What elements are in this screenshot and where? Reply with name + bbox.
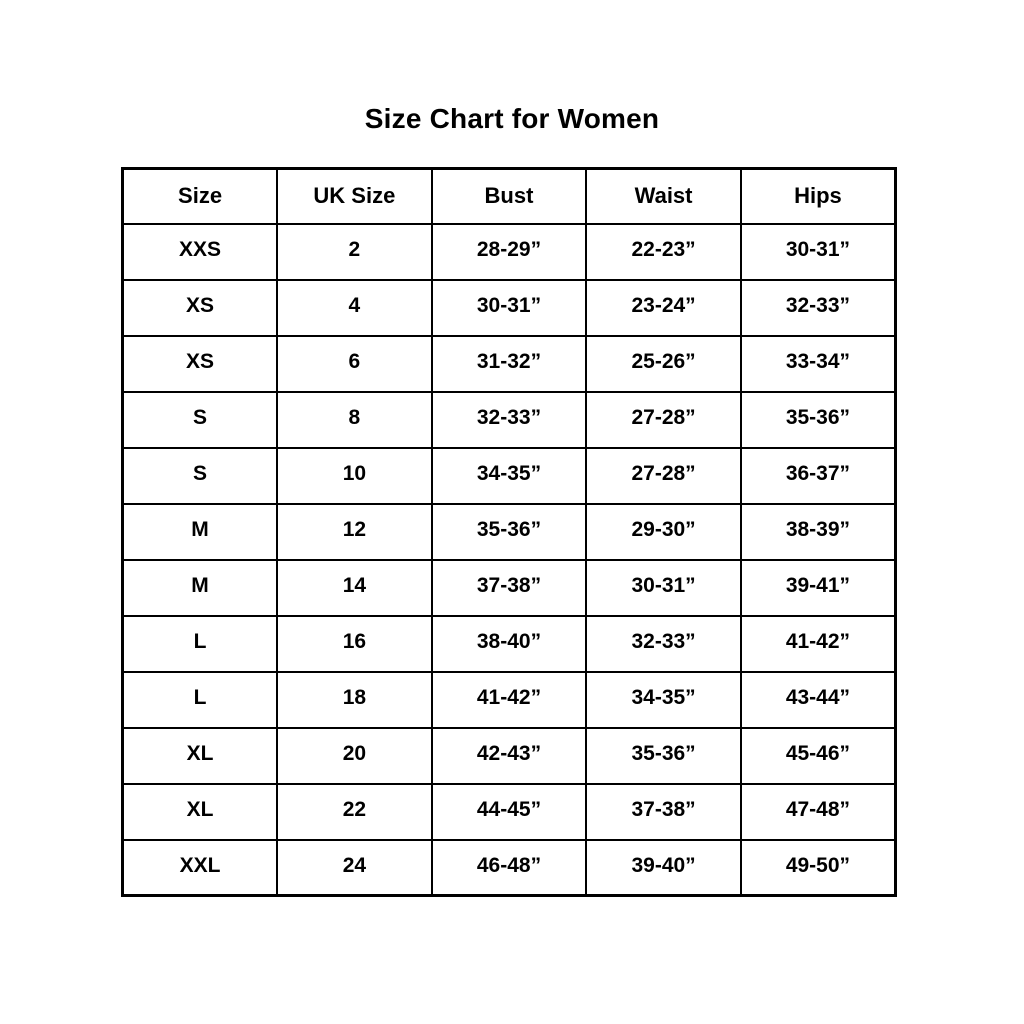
table-cell: 29-30”: [585, 502, 742, 561]
header-row: Size UK Size Bust Waist Hips: [121, 167, 897, 225]
table-cell: 30-31”: [739, 222, 897, 281]
table-cell: 22-23”: [585, 222, 742, 281]
table-cell: XS: [121, 334, 279, 393]
table-cell: 35-36”: [739, 390, 897, 449]
table-cell: L: [121, 614, 279, 673]
table-row: M 14 37-38” 30-31” 39-41”: [121, 558, 897, 617]
table-cell: 47-48”: [739, 782, 897, 841]
table-cell: 31-32”: [430, 334, 588, 393]
table-cell: 32-33”: [739, 278, 897, 337]
table-row: L 18 41-42” 34-35” 43-44”: [121, 670, 897, 729]
table-cell: 20: [276, 726, 433, 785]
table-row: XL 22 44-45” 37-38” 47-48”: [121, 782, 897, 841]
table-cell: 37-38”: [430, 558, 588, 617]
table-cell: 30-31”: [585, 558, 742, 617]
table-cell: 34-35”: [430, 446, 588, 505]
chart-title: Size Chart for Women: [364, 103, 660, 134]
table-cell: 39-40”: [585, 838, 742, 897]
table-row: S 8 32-33” 27-28” 35-36”: [121, 390, 897, 449]
table-cell: 39-41”: [739, 558, 897, 617]
table-cell: 30-31”: [430, 278, 588, 337]
table-body: XXS 2 28-29” 22-23” 30-31” XS 4 30-31” 23-24” 32-…: [121, 222, 897, 897]
table-cell: 46-48”: [430, 838, 588, 897]
table-cell: 35-36”: [585, 726, 742, 785]
table-row: XXL 24 46-48” 39-40” 49-50”: [121, 838, 897, 897]
table-cell: S: [121, 446, 279, 505]
table-cell: M: [121, 558, 279, 617]
table-cell: 44-45”: [430, 782, 588, 841]
table-cell: L: [121, 670, 279, 729]
column-header: Size: [121, 167, 279, 225]
table-cell: 34-35”: [585, 670, 742, 729]
table-cell: 45-46”: [739, 726, 897, 785]
table-cell: XXL: [121, 838, 279, 897]
table-cell: S: [121, 390, 279, 449]
table-cell: 18: [276, 670, 433, 729]
table-cell: XS: [121, 278, 279, 337]
column-header: Hips: [739, 167, 897, 225]
table-cell: XL: [121, 782, 279, 841]
table-cell: XXS: [121, 222, 279, 281]
table-cell: 43-44”: [739, 670, 897, 729]
table-row: XXS 2 28-29” 22-23” 30-31”: [121, 222, 897, 281]
table-cell: 2: [276, 222, 433, 281]
table-cell: 32-33”: [430, 390, 588, 449]
table-cell: 27-28”: [585, 390, 742, 449]
table-cell: 25-26”: [585, 334, 742, 393]
table-row: XL 20 42-43” 35-36” 45-46”: [121, 726, 897, 785]
table-cell: 23-24”: [585, 278, 742, 337]
table-header: Size UK Size Bust Waist Hips: [121, 167, 897, 225]
table-row: L 16 38-40” 32-33” 41-42”: [121, 614, 897, 673]
table-cell: 8: [276, 390, 433, 449]
table-cell: 24: [276, 838, 433, 897]
table-cell: 16: [276, 614, 433, 673]
table-cell: 28-29”: [430, 222, 588, 281]
table-row: XS 6 31-32” 25-26” 33-34”: [121, 334, 897, 393]
column-header: Waist: [585, 167, 742, 225]
table-cell: 37-38”: [585, 782, 742, 841]
table-row: XS 4 30-31” 23-24” 32-33”: [121, 278, 897, 337]
table-cell: 32-33”: [585, 614, 742, 673]
column-header: Bust: [430, 167, 588, 225]
table-cell: 22: [276, 782, 433, 841]
table-cell: 41-42”: [430, 670, 588, 729]
table-cell: 27-28”: [585, 446, 742, 505]
table-cell: 49-50”: [739, 838, 897, 897]
table-cell: 36-37”: [739, 446, 897, 505]
table-cell: M: [121, 502, 279, 561]
size-chart-table: Size UK Size Bust Waist Hips XXS 2 28-29” 22-23…: [121, 167, 897, 897]
table-cell: 6: [276, 334, 433, 393]
table-cell: 10: [276, 446, 433, 505]
table-cell: 12: [276, 502, 433, 561]
table-cell: 4: [276, 278, 433, 337]
table-cell: 38-40”: [430, 614, 588, 673]
table-cell: 35-36”: [430, 502, 588, 561]
table-row: S 10 34-35” 27-28” 36-37”: [121, 446, 897, 505]
table-cell: 33-34”: [739, 334, 897, 393]
table-cell: XL: [121, 726, 279, 785]
table-row: M 12 35-36” 29-30” 38-39”: [121, 502, 897, 561]
table-cell: 14: [276, 558, 433, 617]
table-cell: 42-43”: [430, 726, 588, 785]
column-header: UK Size: [276, 167, 433, 225]
table-cell: 41-42”: [739, 614, 897, 673]
table-cell: 38-39”: [739, 502, 897, 561]
